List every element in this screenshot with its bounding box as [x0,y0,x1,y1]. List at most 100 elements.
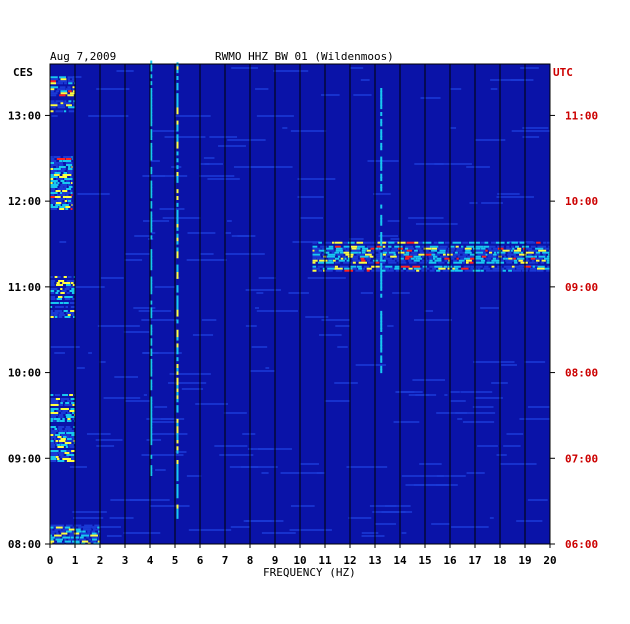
hot-band-cell [71,314,75,316]
hot-band-cell [514,261,518,264]
hot-band-cell [529,261,536,264]
hot-band-cell [497,245,504,248]
hot-band-cell [50,420,53,422]
spectral-line-segment [150,372,153,377]
hot-band-cell [513,251,520,254]
hot-band-cell [67,430,74,432]
hot-band-cell [484,241,489,244]
hot-band-cell [402,249,407,252]
hot-band-cell [65,530,72,533]
noise-streak [151,232,156,234]
hot-band-cell [64,178,73,180]
hot-band-cell [69,290,75,292]
hot-band-cell [546,255,550,258]
spectral-line-segment [380,98,383,103]
spectral-line-segment [380,204,383,209]
spectral-line-segment [380,112,383,116]
noise-streak [175,451,187,453]
hot-band-cell [474,251,484,254]
hot-band-cell [384,255,388,258]
hot-band-cell [374,261,380,264]
hot-band-cell [50,80,56,83]
hot-band-cell [382,251,388,254]
hot-band-cell [470,257,475,260]
hot-band-cell [75,528,81,531]
hot-band-cell [505,259,509,262]
hot-band-cell [515,245,520,248]
hot-band-cell [548,249,550,252]
hot-band-cell [475,255,481,258]
noise-streak [100,277,124,279]
hot-band-cell [388,241,395,244]
hot-band-cell [342,247,347,250]
spectral-line-segment [176,490,179,495]
hot-band-cell [447,261,451,264]
noise-streak [69,466,87,468]
hot-band-cell [335,269,343,272]
hot-band-cell [62,192,71,194]
noise-streak [249,448,253,450]
hot-band-cell [68,172,73,174]
noise-streak [288,292,309,294]
noise-streak [360,292,374,294]
hot-band-cell [50,526,54,529]
hot-band-cell [462,241,468,244]
hot-band-cell [65,180,70,182]
hot-band-cell [50,416,57,418]
hot-band-cell [69,446,75,448]
spectral-line-segment [176,394,179,399]
spectral-line-segment [176,425,179,430]
noise-streak [319,334,342,336]
hot-band-cell [57,460,65,462]
spectral-line-segment [176,319,179,324]
hot-band-cell [71,206,73,208]
hot-band-cell [73,414,75,416]
hot-band-cell [437,247,447,250]
hot-band-cell [340,257,344,260]
hot-band-cell [370,247,375,250]
spectral-line-segment [176,470,179,475]
noise-streak [466,472,485,474]
hot-band-cell [50,280,56,282]
noise-streak [353,94,372,96]
hot-band-cell [50,456,56,458]
noise-streak [154,406,168,408]
hot-band-cell [71,450,75,452]
spectral-line-segment [380,334,383,339]
spectral-line-segment [150,149,153,154]
hot-band-cell [312,251,322,254]
spectral-line-segment [380,235,383,240]
hot-band-cell [374,257,383,260]
hot-band-cell [362,267,365,270]
hot-band-cell [88,538,92,541]
hot-band-cell [312,241,317,244]
hot-band-cell [543,241,546,244]
hot-band-cell [404,247,409,250]
hot-band-cell [532,265,535,268]
spectral-line-segment [150,67,153,72]
hot-band-cell [50,530,59,533]
hot-band-cell [55,202,62,204]
noise-streak [424,310,433,312]
spectral-line-segment [380,293,383,298]
noise-streak [372,511,413,513]
spectral-line-segment [150,262,153,267]
noise-streak [203,157,215,159]
spectral-line-segment [150,406,153,411]
hot-band-cell [415,257,418,260]
spectral-line-segment [150,74,153,79]
hot-band-cell [70,452,73,454]
left-axis-label: CES [13,66,33,79]
hot-band-cell [312,261,316,264]
hot-band-cell [450,269,455,272]
hot-band-cell [68,80,75,83]
hot-band-cell [60,92,68,95]
right-tick-label: 11:00 [565,109,598,122]
spectral-line-segment [380,122,383,127]
spectral-line-segment [176,370,179,375]
hot-band-cell [55,90,59,93]
hot-band-cell [366,259,371,262]
hot-band-cell [56,532,59,535]
hot-band-cell [67,276,72,278]
hot-band-cell [481,255,487,258]
